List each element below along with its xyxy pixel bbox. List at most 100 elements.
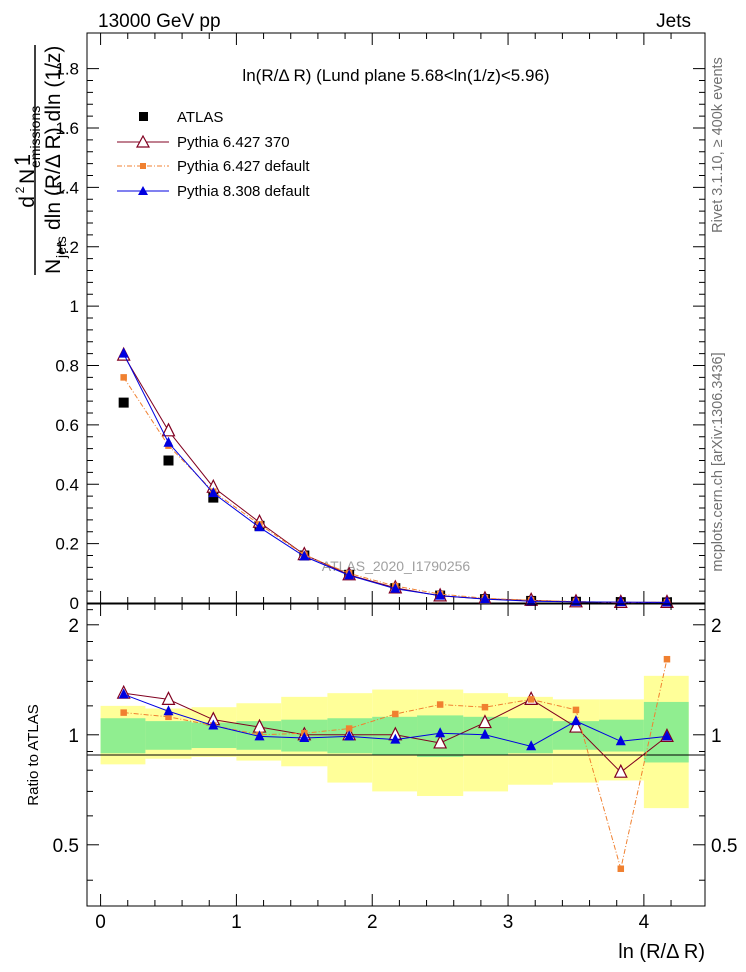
header-left: 13000 GeV pp (98, 11, 221, 32)
y-title-den-sub: jets (53, 236, 69, 259)
legend-label-pythia6-370: Pythia 6.427 370 (177, 134, 290, 151)
ratio-point-pythia-8-308-default (299, 732, 310, 743)
ratio-point-pythia-8-308-default (208, 719, 219, 730)
ratio-point-pythia-6-427-default (481, 703, 489, 711)
ratio-y-tick-label: 0.5 (53, 836, 79, 857)
ratio-x-axis: 0 1 2 3 4 (95, 604, 672, 933)
ratio-point-pythia-6-427-default (165, 713, 172, 721)
header-right: Jets (656, 11, 691, 32)
data-point-pythia-8-308-default (299, 550, 310, 561)
ratio-point-pythia-6-427-default (120, 709, 127, 716)
ratio-point-pythia-6-427-default (527, 696, 535, 703)
main-panel: 0 0.2 0.4 0.6 0.8 1 1.2 1.4 1.6 1.8 ln(R/Δ R) (Lu… (55, 32, 706, 613)
ratio-point-pythia-8-308-default (435, 727, 446, 738)
legend-entry-pythia6-370: Pythia 6.427 370 (117, 134, 290, 151)
data-point-pythia-6-427-370 (161, 422, 176, 437)
ratio-y-tick-label: 1 (68, 726, 79, 747)
data-point-pythia-8-308-default (390, 582, 401, 593)
main-y-tick-label: 1.4 (55, 178, 79, 197)
ratio-frame (86, 603, 706, 907)
main-y-tick-label: 0 (70, 594, 79, 613)
data-point-atlas (208, 492, 219, 503)
ratio-point-pythia-8-308-default (344, 730, 355, 741)
y-title-den-N: N (42, 259, 65, 274)
main-y-tick-label: 0.2 (55, 535, 79, 554)
main-y-tick-label: 1.8 (55, 60, 79, 79)
main-y-tick-label: 0.4 (55, 475, 79, 494)
ratio-band-inner (145, 721, 192, 750)
ratio-band-inner (599, 719, 644, 752)
ratio-point-pythia-6-427-370 (477, 714, 492, 729)
main-y-tick-label: 0.8 (55, 357, 79, 376)
ratio-point-pythia-8-308-default (615, 735, 626, 746)
ratio-y-axis: 0.5 0.5 1 1 2 2 (53, 609, 737, 881)
ratio-point-pythia-6-427-default (617, 865, 625, 872)
data-point-pythia-8-308-default (526, 595, 537, 606)
mcplots-label: mcplots.cern.ch [arXiv:1306.3436] (710, 352, 726, 571)
ratio-point-pythia-6-427-default (572, 706, 580, 714)
y-title-num-sub: emissions (27, 106, 43, 168)
main-series (116, 346, 674, 609)
y-title-num-d: d (16, 196, 39, 208)
main-y-axis: 0 0.2 0.4 0.6 0.8 1 1.2 1.4 1.6 1.8 (55, 60, 705, 613)
data-point-pythia-8-308-default (344, 569, 355, 580)
data-point-atlas (118, 397, 129, 408)
ratio-x-tick-label: 1 (231, 912, 242, 933)
data-point-pythia-8-308-default (163, 436, 174, 447)
watermark: ATLAS_2020_I1790256 (322, 558, 471, 574)
ratio-point-pythia-6-427-default (392, 710, 399, 718)
ratio-y-tick-label-right: 2 (711, 616, 722, 637)
ratio-point-pythia-6-427-370 (161, 691, 176, 705)
ratio-x-tick-label: 0 (95, 912, 106, 933)
ratio-y-tick-label-right: 1 (711, 726, 722, 747)
legend-marker-pythia6-default (140, 163, 146, 169)
data-point-pythia-8-308-default (570, 595, 581, 606)
legend-marker-pythia8-default (138, 186, 148, 195)
main-y-tick-label: 1.2 (55, 238, 79, 257)
ratio-point-pythia-6-427-default (663, 655, 671, 663)
ratio-point-pythia-8-308-default (390, 733, 401, 744)
ratio-point-pythia-8-308-default (163, 705, 174, 716)
ratio-y-axis-title: Ratio to ATLAS (25, 704, 42, 805)
y-axis-title: 1 d 2 N emissions N jets dln (R/Δ R) dln… (10, 45, 69, 275)
rivet-label: Rivet 3.1.10, ≥ 400k events (710, 57, 726, 233)
legend-marker-atlas (139, 112, 148, 121)
ratio-point-pythia-8-308-default (570, 715, 581, 726)
ratio-point-pythia-6-427-370 (568, 718, 583, 733)
main-y-tick-label: 1 (70, 297, 79, 316)
data-point-pythia-8-308-default (254, 521, 265, 532)
legend-label-atlas: ATLAS (177, 109, 223, 126)
y-title-one: 1 (10, 154, 35, 166)
ratio-point-pythia-8-308-default (118, 688, 129, 699)
y-title-num-N: N (16, 169, 39, 184)
legend: ATLAS Pythia 6.427 370 Pythia 6.427 defa… (117, 109, 310, 200)
ratio-series (116, 655, 674, 872)
data-point-pythia-8-308-default (208, 487, 219, 498)
legend-marker-pythia6-370 (135, 134, 151, 148)
ratio-point-pythia-6-427-370 (433, 734, 448, 749)
y-title-den-rest: dln (R/Δ R) dln (1/z) (42, 46, 65, 230)
ratio-x-tick-label: 4 (639, 912, 650, 933)
data-point-pythia-6-427-default (120, 374, 127, 381)
ratio-point-pythia-8-308-default (661, 730, 672, 741)
ratio-y-tick-label-right: 0.5 (711, 836, 737, 857)
ratio-x-tick-label: 2 (367, 912, 378, 933)
data-point-atlas (163, 455, 174, 466)
ratio-point-pythia-8-308-default (254, 730, 265, 741)
data-point-pythia-8-308-default (479, 593, 490, 604)
ratio-point-pythia-6-427-370 (613, 763, 628, 778)
legend-entry-pythia6-default: Pythia 6.427 default (117, 158, 310, 175)
main-plot-title: ln(R/Δ R) (Lund plane 5.68<ln(1/z)<5.96) (242, 66, 549, 85)
legend-label-pythia8-default: Pythia 8.308 default (177, 183, 310, 200)
ratio-point-pythia-8-308-default (526, 740, 537, 751)
data-point-pythia-8-308-default (118, 347, 129, 358)
main-y-tick-label: 1.6 (55, 119, 79, 138)
legend-entry-atlas: ATLAS (139, 109, 223, 126)
ratio-point-pythia-6-427-default (436, 701, 444, 708)
x-axis-title: ln (R/Δ R) (618, 941, 705, 963)
ratio-x-tick-label: 3 (503, 912, 514, 933)
ratio-band-inner (100, 718, 146, 754)
ratio-point-pythia-6-427-default (345, 725, 353, 732)
main-y-tick-label: 0.6 (55, 416, 79, 435)
